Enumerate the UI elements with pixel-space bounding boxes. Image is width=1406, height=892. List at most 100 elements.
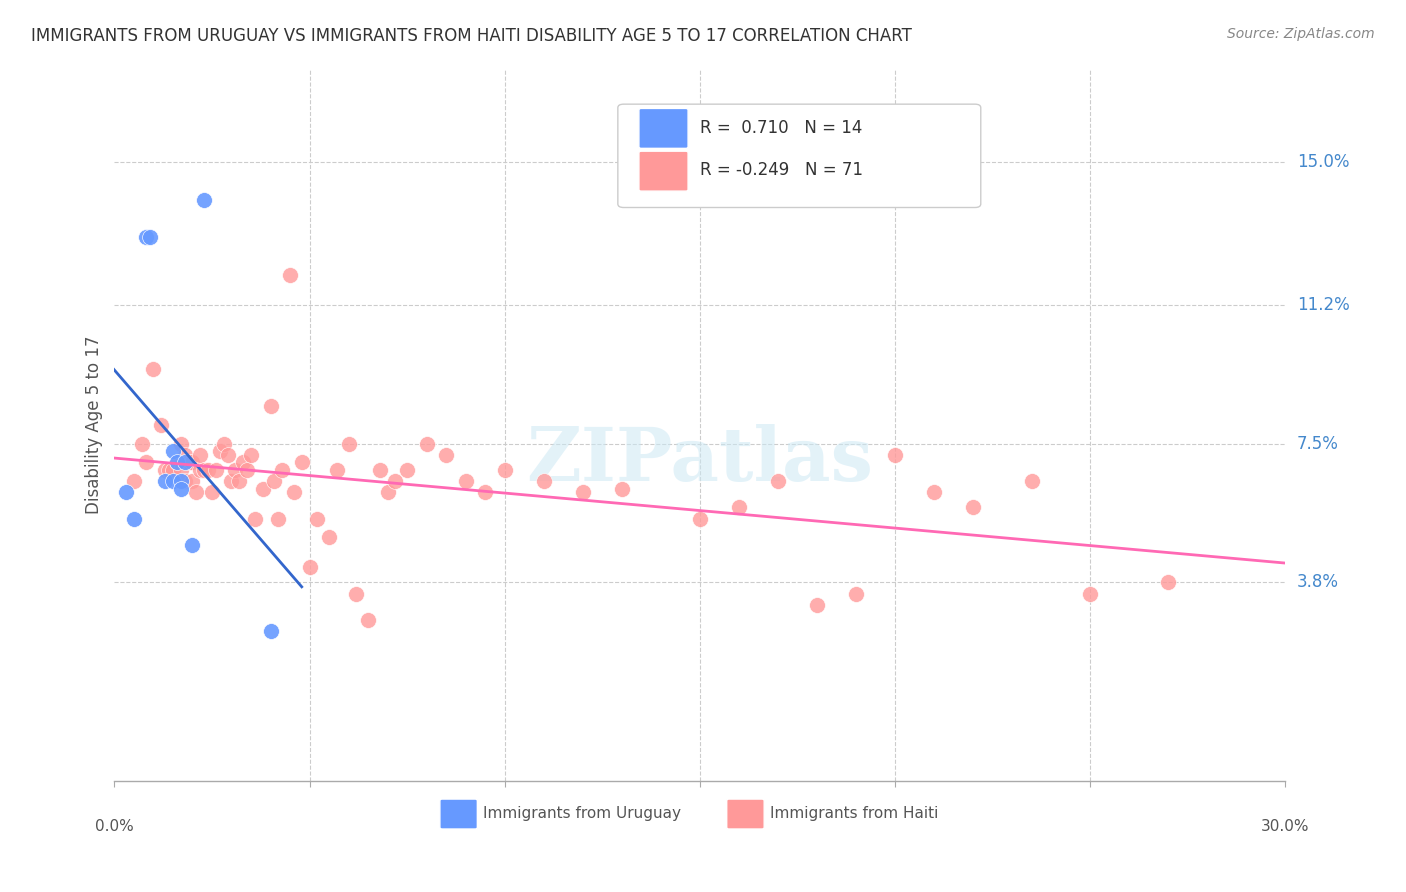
Point (170, 463, 193, 477)
Point (240, 448, 263, 462)
Point (122, 511, 145, 525)
Point (474, 485, 496, 500)
Point (232, 455, 254, 469)
Point (344, 587, 367, 601)
Point (115, 485, 138, 500)
Point (610, 482, 633, 496)
Text: 3.8%: 3.8% (1296, 574, 1339, 591)
Point (173, 474, 195, 488)
Point (337, 436, 360, 450)
Point (150, 417, 173, 432)
Point (166, 455, 188, 469)
Point (157, 463, 180, 477)
Point (962, 500, 984, 515)
Point (181, 474, 204, 488)
Point (571, 485, 593, 500)
Point (197, 463, 219, 477)
Point (236, 463, 259, 477)
Point (142, 361, 165, 376)
Point (208, 444, 231, 458)
Point (228, 474, 250, 488)
Point (135, 230, 157, 244)
Point (884, 448, 907, 462)
Point (922, 485, 945, 500)
Point (166, 455, 188, 469)
Point (173, 448, 195, 462)
Point (263, 474, 285, 488)
Point (153, 463, 176, 477)
FancyBboxPatch shape (440, 799, 478, 829)
FancyBboxPatch shape (617, 104, 981, 208)
Text: Source: ZipAtlas.com: Source: ZipAtlas.com (1227, 27, 1375, 41)
Point (201, 485, 224, 500)
Point (188, 463, 211, 477)
Point (224, 463, 246, 477)
Point (318, 530, 340, 544)
Point (384, 474, 406, 488)
Point (278, 268, 301, 282)
Point (122, 474, 145, 488)
Point (221, 474, 243, 488)
Point (806, 598, 828, 612)
Point (368, 463, 391, 477)
Point (291, 455, 314, 469)
Point (1157, 575, 1180, 590)
Point (170, 436, 193, 450)
Point (415, 436, 437, 450)
FancyBboxPatch shape (638, 109, 688, 148)
Point (205, 463, 228, 477)
Point (727, 500, 749, 515)
Point (131, 436, 153, 450)
Point (766, 474, 789, 488)
Point (259, 624, 281, 639)
Point (396, 463, 419, 477)
Point (298, 560, 321, 574)
Point (434, 448, 457, 462)
Point (186, 485, 208, 500)
Point (193, 463, 215, 477)
Text: 0.0%: 0.0% (96, 819, 134, 834)
Point (181, 455, 204, 469)
Point (252, 482, 274, 496)
Point (188, 448, 211, 462)
Point (170, 482, 193, 496)
FancyBboxPatch shape (638, 152, 688, 191)
Point (162, 474, 184, 488)
Point (259, 399, 281, 413)
Point (193, 193, 215, 207)
Point (212, 436, 235, 450)
Point (1078, 587, 1101, 601)
Point (181, 538, 204, 552)
Text: 7.5%: 7.5% (1296, 434, 1339, 452)
Point (173, 455, 195, 469)
Text: R =  0.710   N = 14: R = 0.710 N = 14 (700, 119, 862, 136)
Text: IMMIGRANTS FROM URUGUAY VS IMMIGRANTS FROM HAITI DISABILITY AGE 5 TO 17 CORRELAT: IMMIGRANTS FROM URUGUAY VS IMMIGRANTS FR… (31, 27, 912, 45)
Point (162, 444, 184, 458)
Text: 15.0%: 15.0% (1296, 153, 1350, 171)
Point (377, 485, 399, 500)
Text: 30.0%: 30.0% (1261, 819, 1309, 834)
Text: R = -0.249   N = 71: R = -0.249 N = 71 (700, 161, 863, 179)
Point (162, 463, 184, 477)
Text: Immigrants from Haiti: Immigrants from Haiti (770, 805, 938, 821)
Point (326, 463, 349, 477)
Point (533, 474, 555, 488)
Point (135, 455, 157, 469)
Point (283, 485, 305, 500)
Point (494, 463, 516, 477)
Point (454, 474, 477, 488)
Point (177, 455, 200, 469)
Point (267, 511, 290, 525)
Point (845, 587, 868, 601)
Point (170, 474, 193, 488)
Point (217, 448, 239, 462)
Point (153, 474, 176, 488)
Point (138, 230, 160, 244)
Point (1021, 474, 1043, 488)
Point (271, 463, 294, 477)
Point (307, 511, 329, 525)
Y-axis label: Disability Age 5 to 17: Disability Age 5 to 17 (86, 335, 103, 514)
Point (243, 511, 266, 525)
Point (357, 613, 380, 627)
Text: 11.2%: 11.2% (1296, 296, 1350, 314)
